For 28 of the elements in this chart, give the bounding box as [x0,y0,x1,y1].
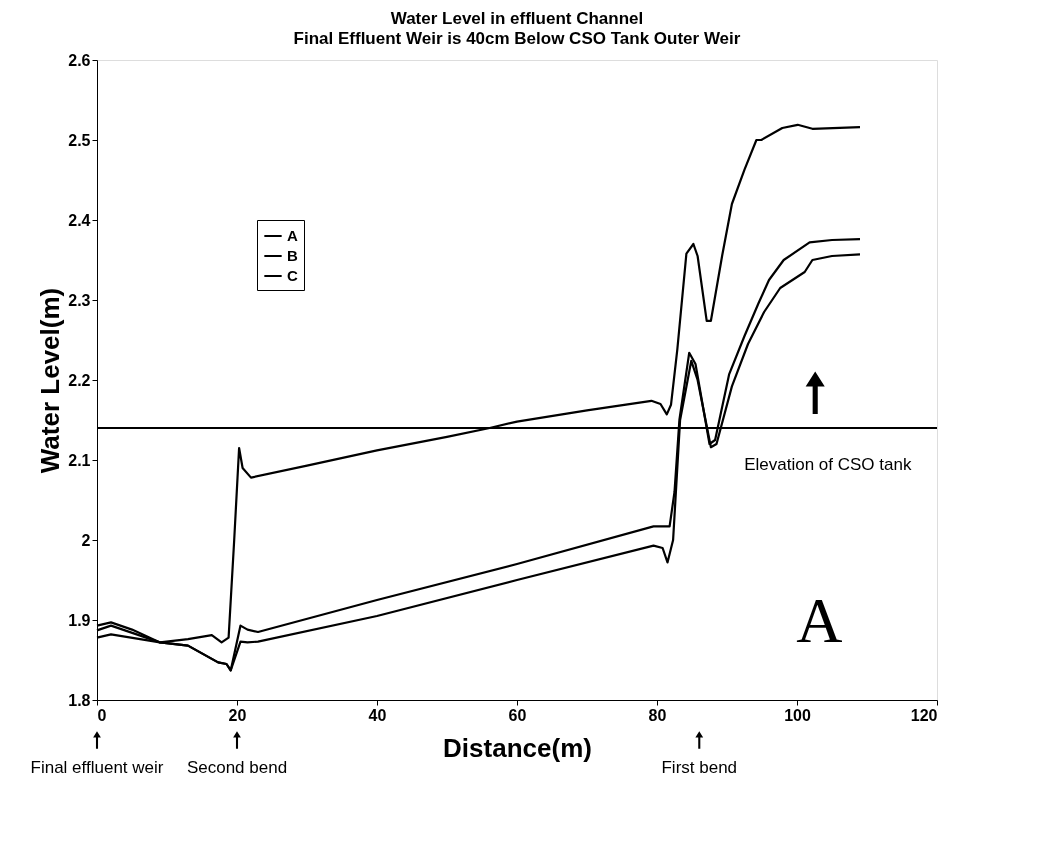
legend-label: A [287,227,298,244]
chart-title: Water Level in effluent Channel [390,9,644,28]
x-tick-label: 40 [368,706,387,724]
y-tick-label: 2.2 [68,371,91,389]
y-tick-label: 2 [81,531,91,549]
text: First bend [661,758,738,777]
y-axis-title: Water Level(m) [35,287,66,474]
x-tick-label: 100 [784,706,811,724]
annotation: Elevation of CSO tank [744,454,912,474]
x-tick-label: 120 [910,706,938,724]
x-tick-label: 0 [97,706,107,724]
text: Final effluent weir [30,758,164,777]
x-tick-label: 20 [228,706,247,724]
y-tick-label: 1.8 [68,691,91,709]
x-axis-title: Distance(m) [443,732,592,763]
text: Second bend [186,758,288,777]
x-tick-label: 80 [648,706,667,724]
legend-label: C [287,267,298,284]
y-tick-label: 1.9 [68,611,91,629]
y-tick-label: 2.1 [68,451,91,469]
legend-label: B [287,247,298,264]
y-tick-label: 2.3 [68,291,91,309]
annotation: A [796,585,843,657]
y-tick-label: 2.5 [68,131,91,149]
y-tick-label: 2.4 [68,211,91,229]
x-tick-label: 60 [508,706,527,724]
chart-subtitle: Final Effluent Weir is 40cm Below CSO Tank Outer Weir [293,29,741,48]
y-tick-label: 2.6 [68,51,91,69]
